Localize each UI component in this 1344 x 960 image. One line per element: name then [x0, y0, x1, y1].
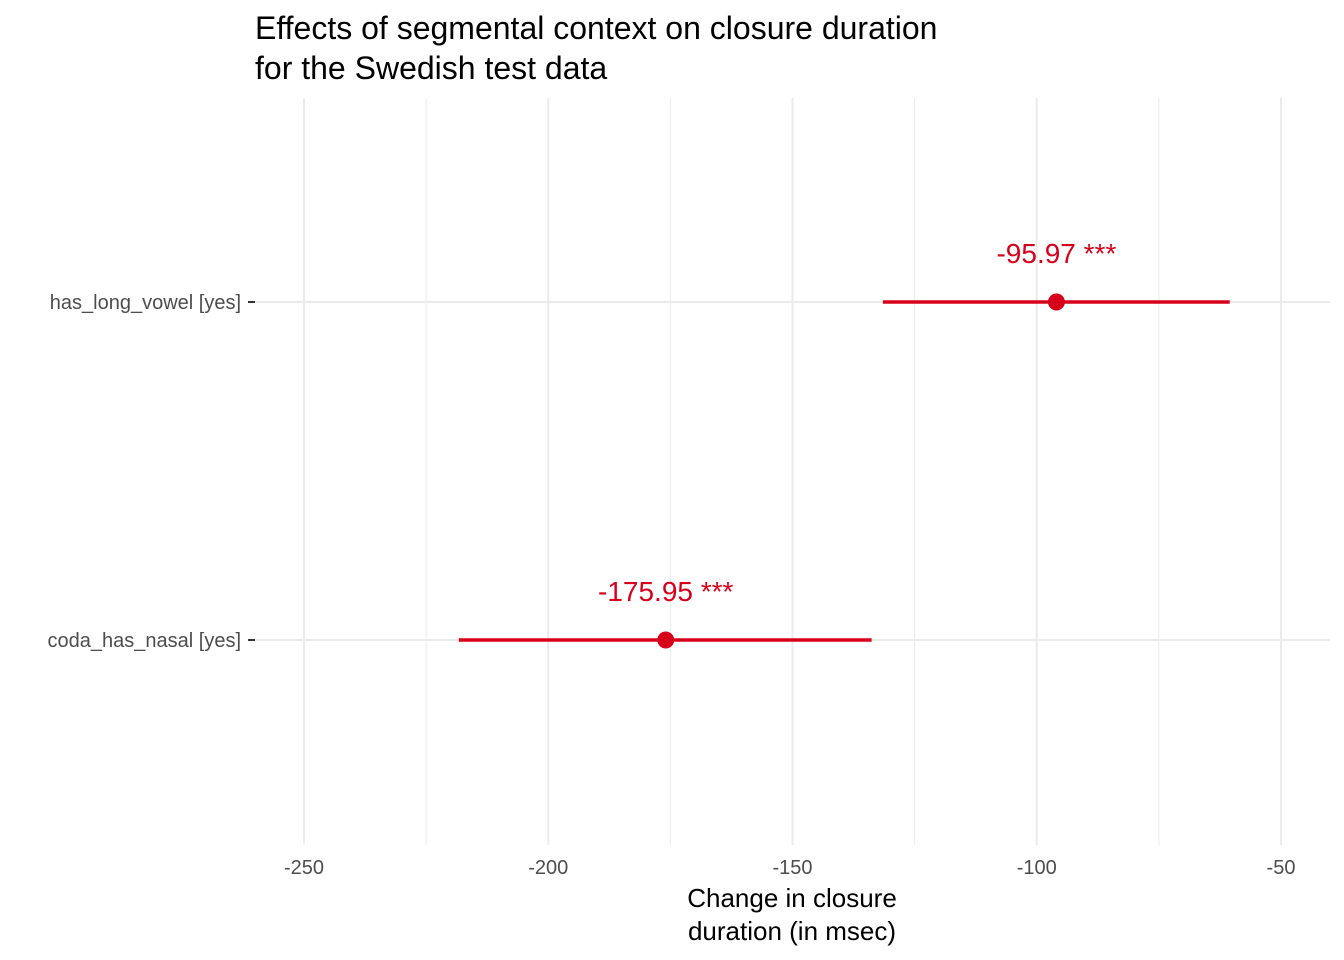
y-tick-label-1: coda_has_nasal [yes]	[48, 630, 241, 652]
chart-title: Effects of segmental context on closure …	[255, 10, 937, 46]
estimate-label-0: -95.97 ***	[996, 238, 1116, 269]
chart-subtitle: for the Swedish test data	[255, 50, 607, 86]
x-axis-title-line1: Change in closure	[687, 883, 897, 913]
estimate-label-1: -175.95 ***	[598, 576, 734, 607]
major-gridlines	[303, 98, 1282, 845]
x-axis-title-line2: duration (in msec)	[688, 916, 896, 946]
estimate-marks: -95.97 *** -175.95 ***	[458, 238, 1230, 649]
x-tick-label-1: -200	[528, 857, 568, 879]
estimate-point-1	[657, 631, 675, 649]
estimate-point-0	[1047, 293, 1065, 311]
minor-gridlines	[425, 98, 1160, 845]
y-axis-ticks: has_long_vowel [yes] coda_has_nasal [yes]	[48, 292, 255, 652]
x-tick-label-4: -50	[1267, 857, 1296, 879]
y-tick-label-0: has_long_vowel [yes]	[50, 292, 241, 314]
x-tick-label-3: -100	[1017, 857, 1057, 879]
x-axis-ticks: -250 -200 -150 -100 -50	[284, 857, 1295, 879]
x-tick-label-2: -150	[772, 857, 812, 879]
x-tick-label-0: -250	[284, 857, 324, 879]
